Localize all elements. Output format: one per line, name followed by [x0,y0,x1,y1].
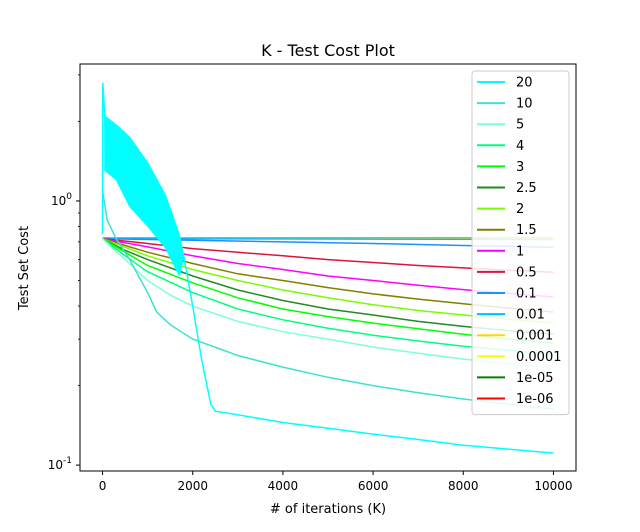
legend-label: 0.0001 [516,350,562,365]
legend-item: 4 [477,139,524,154]
y-tick-label: 10-1 [48,456,72,472]
legend-label: 2 [516,202,524,217]
x-tick-label: 10000 [534,479,572,493]
series-0 [101,82,554,454]
legend-label: 0.001 [516,329,553,344]
series-4 [102,238,554,344]
series-line [101,189,554,410]
y-tick-label: 100 [51,192,72,208]
series-line [102,238,554,356]
legend-label: 3 [516,160,524,175]
legend-item: 2 [477,202,524,217]
legend-label: 1e-05 [516,371,554,386]
legend-label: 10 [516,97,533,112]
x-tick-label: 6000 [358,479,389,493]
legend-label: 4 [516,139,524,154]
series-1 [101,189,554,410]
legend-item: 0.001 [477,329,553,344]
series-3 [102,238,554,356]
series-line [102,238,554,335]
legend-label: 0.5 [516,265,537,280]
legend-label: 0.1 [516,287,537,302]
legend-label: 2.5 [516,181,537,196]
x-tick-label: 2000 [177,479,208,493]
legend: 20 10 5 4 3 2.5 2 1.5 1 0.5 0.1 0.01 0.001 0.0001 1e-0… [471,70,570,416]
legend-box [471,70,570,416]
series-line [101,82,554,454]
chart-title: K - Test Cost Plot [261,41,395,60]
legend-label: 1e-06 [516,392,554,407]
x-axis-label: # of iterations (K) [270,502,386,517]
legend-item: 1 [477,244,524,259]
legend-item: 10 [477,97,533,112]
series-5 [102,238,554,335]
y-axis-label: Test Set Cost [17,226,32,311]
x-tick-label: 8000 [448,479,479,493]
legend-item: 5 [477,118,524,133]
series-2 [101,238,554,370]
legend-item: 0.5 [477,265,537,280]
x-tick-label: 4000 [268,479,299,493]
legend-item: 0.01 [477,308,545,323]
series-line [101,238,554,370]
legend-item: 0.0001 [477,350,562,365]
legend-label: 5 [516,118,524,133]
legend-item: 3 [477,160,524,175]
legend-item: 1e-06 [477,392,554,407]
legend-item: 2.5 [477,181,537,196]
series-line [102,238,554,344]
legend-item: 20 [477,76,533,91]
x-tick-label: 0 [99,479,107,493]
legend-item: 1e-05 [477,371,554,386]
y-axis: 100 10-1 [48,74,80,472]
x-axis: 0 2000 4000 6000 8000 10000 [99,471,573,493]
legend-item: 0.1 [477,287,537,302]
legend-label: 1 [516,244,524,259]
legend-label: 1.5 [516,223,537,238]
legend-item: 1.5 [477,223,537,238]
legend-label: 20 [516,76,533,91]
legend-label: 0.01 [516,308,545,323]
plot-frame [79,63,577,472]
